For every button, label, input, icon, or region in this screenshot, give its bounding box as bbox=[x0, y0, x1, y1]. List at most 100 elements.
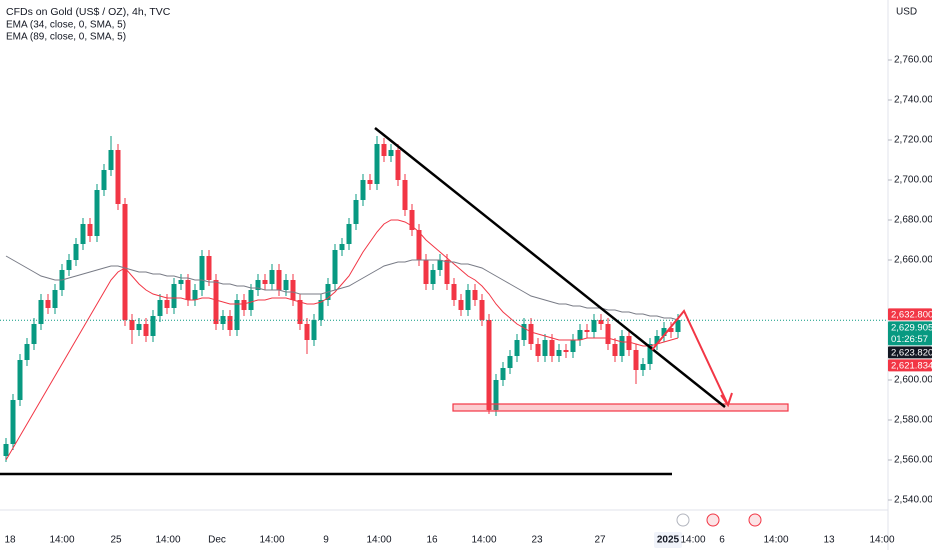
plot bbox=[0, 136, 888, 462]
candle-body bbox=[423, 260, 429, 284]
candle-body bbox=[598, 320, 604, 324]
candle-body bbox=[171, 284, 177, 308]
candle-body bbox=[185, 280, 191, 300]
candle-body bbox=[94, 190, 100, 236]
y-tick-label: 2,660.000 bbox=[894, 255, 932, 266]
candle-body bbox=[493, 380, 499, 410]
price-tag bbox=[888, 321, 932, 346]
candle-body bbox=[38, 300, 44, 324]
candle-body bbox=[577, 330, 583, 340]
candle-body bbox=[150, 316, 156, 336]
candle-body bbox=[17, 360, 23, 400]
candle-body bbox=[360, 180, 366, 200]
event-icon[interactable] bbox=[748, 513, 762, 527]
candle-body bbox=[647, 344, 653, 364]
candle-body bbox=[542, 340, 548, 356]
candle-body bbox=[668, 328, 674, 332]
candle-body bbox=[521, 324, 527, 340]
candle-body bbox=[388, 150, 394, 156]
candle-body bbox=[227, 316, 233, 330]
candle-body bbox=[290, 280, 296, 300]
price-tag bbox=[888, 308, 932, 321]
y-tick-label: 2,540.000 bbox=[894, 495, 932, 506]
candle-body bbox=[73, 244, 79, 260]
candle-body bbox=[332, 250, 338, 284]
candle-body bbox=[10, 400, 16, 444]
candle-body bbox=[640, 364, 646, 370]
candle-body bbox=[626, 336, 632, 350]
candle-body bbox=[409, 210, 415, 230]
candle-body bbox=[45, 300, 51, 308]
candle-body bbox=[248, 290, 254, 310]
x-tick-label: 14:00 bbox=[763, 535, 788, 546]
y-tick-label: 2,760.000 bbox=[894, 55, 932, 66]
candle-body bbox=[269, 270, 275, 284]
candle-body bbox=[549, 340, 555, 356]
candle-body bbox=[87, 224, 93, 236]
candle-body bbox=[675, 320, 681, 332]
candle-body bbox=[472, 290, 478, 300]
candle-body bbox=[612, 344, 618, 356]
x-tick-label: 14:00 bbox=[49, 535, 74, 546]
candle-body bbox=[297, 300, 303, 324]
candle-body bbox=[437, 260, 443, 270]
candle-body bbox=[395, 150, 401, 180]
candle-body bbox=[654, 336, 660, 344]
candle-body bbox=[451, 284, 457, 300]
candle-body bbox=[108, 150, 114, 170]
x-tick-label: 14:00 bbox=[680, 535, 705, 546]
price-tag bbox=[888, 359, 932, 372]
price-tag-label: 2,629.905 bbox=[891, 322, 932, 333]
candle-body bbox=[605, 324, 611, 344]
candle-body bbox=[528, 324, 534, 344]
candle-body bbox=[136, 324, 142, 330]
candle-body bbox=[353, 200, 359, 224]
candle-body bbox=[122, 204, 128, 320]
candle-body bbox=[633, 350, 639, 370]
x-tick-label: 27 bbox=[594, 535, 606, 546]
support-zone bbox=[452, 403, 789, 412]
x-tick-label: 2025 bbox=[657, 535, 680, 546]
x-tick-label: 14:00 bbox=[869, 535, 894, 546]
x-tick-label: 14:00 bbox=[155, 535, 180, 546]
candle-body bbox=[346, 224, 352, 244]
ema-line bbox=[5, 219, 679, 461]
candle-body bbox=[129, 320, 135, 330]
x-tick-label: 6 bbox=[719, 535, 725, 546]
candle-body bbox=[318, 300, 324, 320]
indicator-legend: EMA (34, close, 0, SMA, 5) bbox=[6, 20, 126, 31]
countdown-label: 01:26:57 bbox=[891, 334, 928, 345]
x-tick-label: 9 bbox=[323, 535, 329, 546]
candle-body bbox=[80, 224, 86, 244]
candle-body bbox=[430, 270, 436, 284]
y-tick-label: 2,720.000 bbox=[894, 135, 932, 146]
price-tag-label: 2,632.800 bbox=[891, 309, 932, 320]
projection-arrow bbox=[651, 309, 729, 406]
candle-body bbox=[661, 328, 667, 336]
event-icon[interactable] bbox=[706, 513, 720, 527]
candle-body bbox=[241, 300, 247, 310]
candle-body bbox=[479, 300, 485, 320]
x-tick-label: 23 bbox=[531, 535, 543, 546]
candle-body bbox=[24, 344, 30, 360]
candle-body bbox=[619, 336, 625, 356]
candle-body bbox=[52, 290, 58, 308]
x-tick-label: 13 bbox=[823, 535, 835, 546]
candle-body bbox=[101, 170, 107, 190]
x-tick-label: 14:00 bbox=[366, 535, 391, 546]
ema-line bbox=[5, 255, 679, 321]
x-label-highlight bbox=[654, 532, 682, 548]
candle-body bbox=[535, 344, 541, 356]
x-tick-label: Dec bbox=[208, 535, 226, 546]
candle-body bbox=[402, 180, 408, 210]
candle-body bbox=[570, 340, 576, 352]
currency: USD bbox=[896, 7, 917, 18]
price-tag-label: 2,621.834 bbox=[891, 360, 932, 371]
candle-body bbox=[304, 324, 310, 340]
candle-body bbox=[416, 230, 422, 260]
event-icon[interactable] bbox=[676, 513, 690, 527]
candle-body bbox=[115, 150, 121, 204]
y-tick-label: 2,740.000 bbox=[894, 95, 932, 106]
